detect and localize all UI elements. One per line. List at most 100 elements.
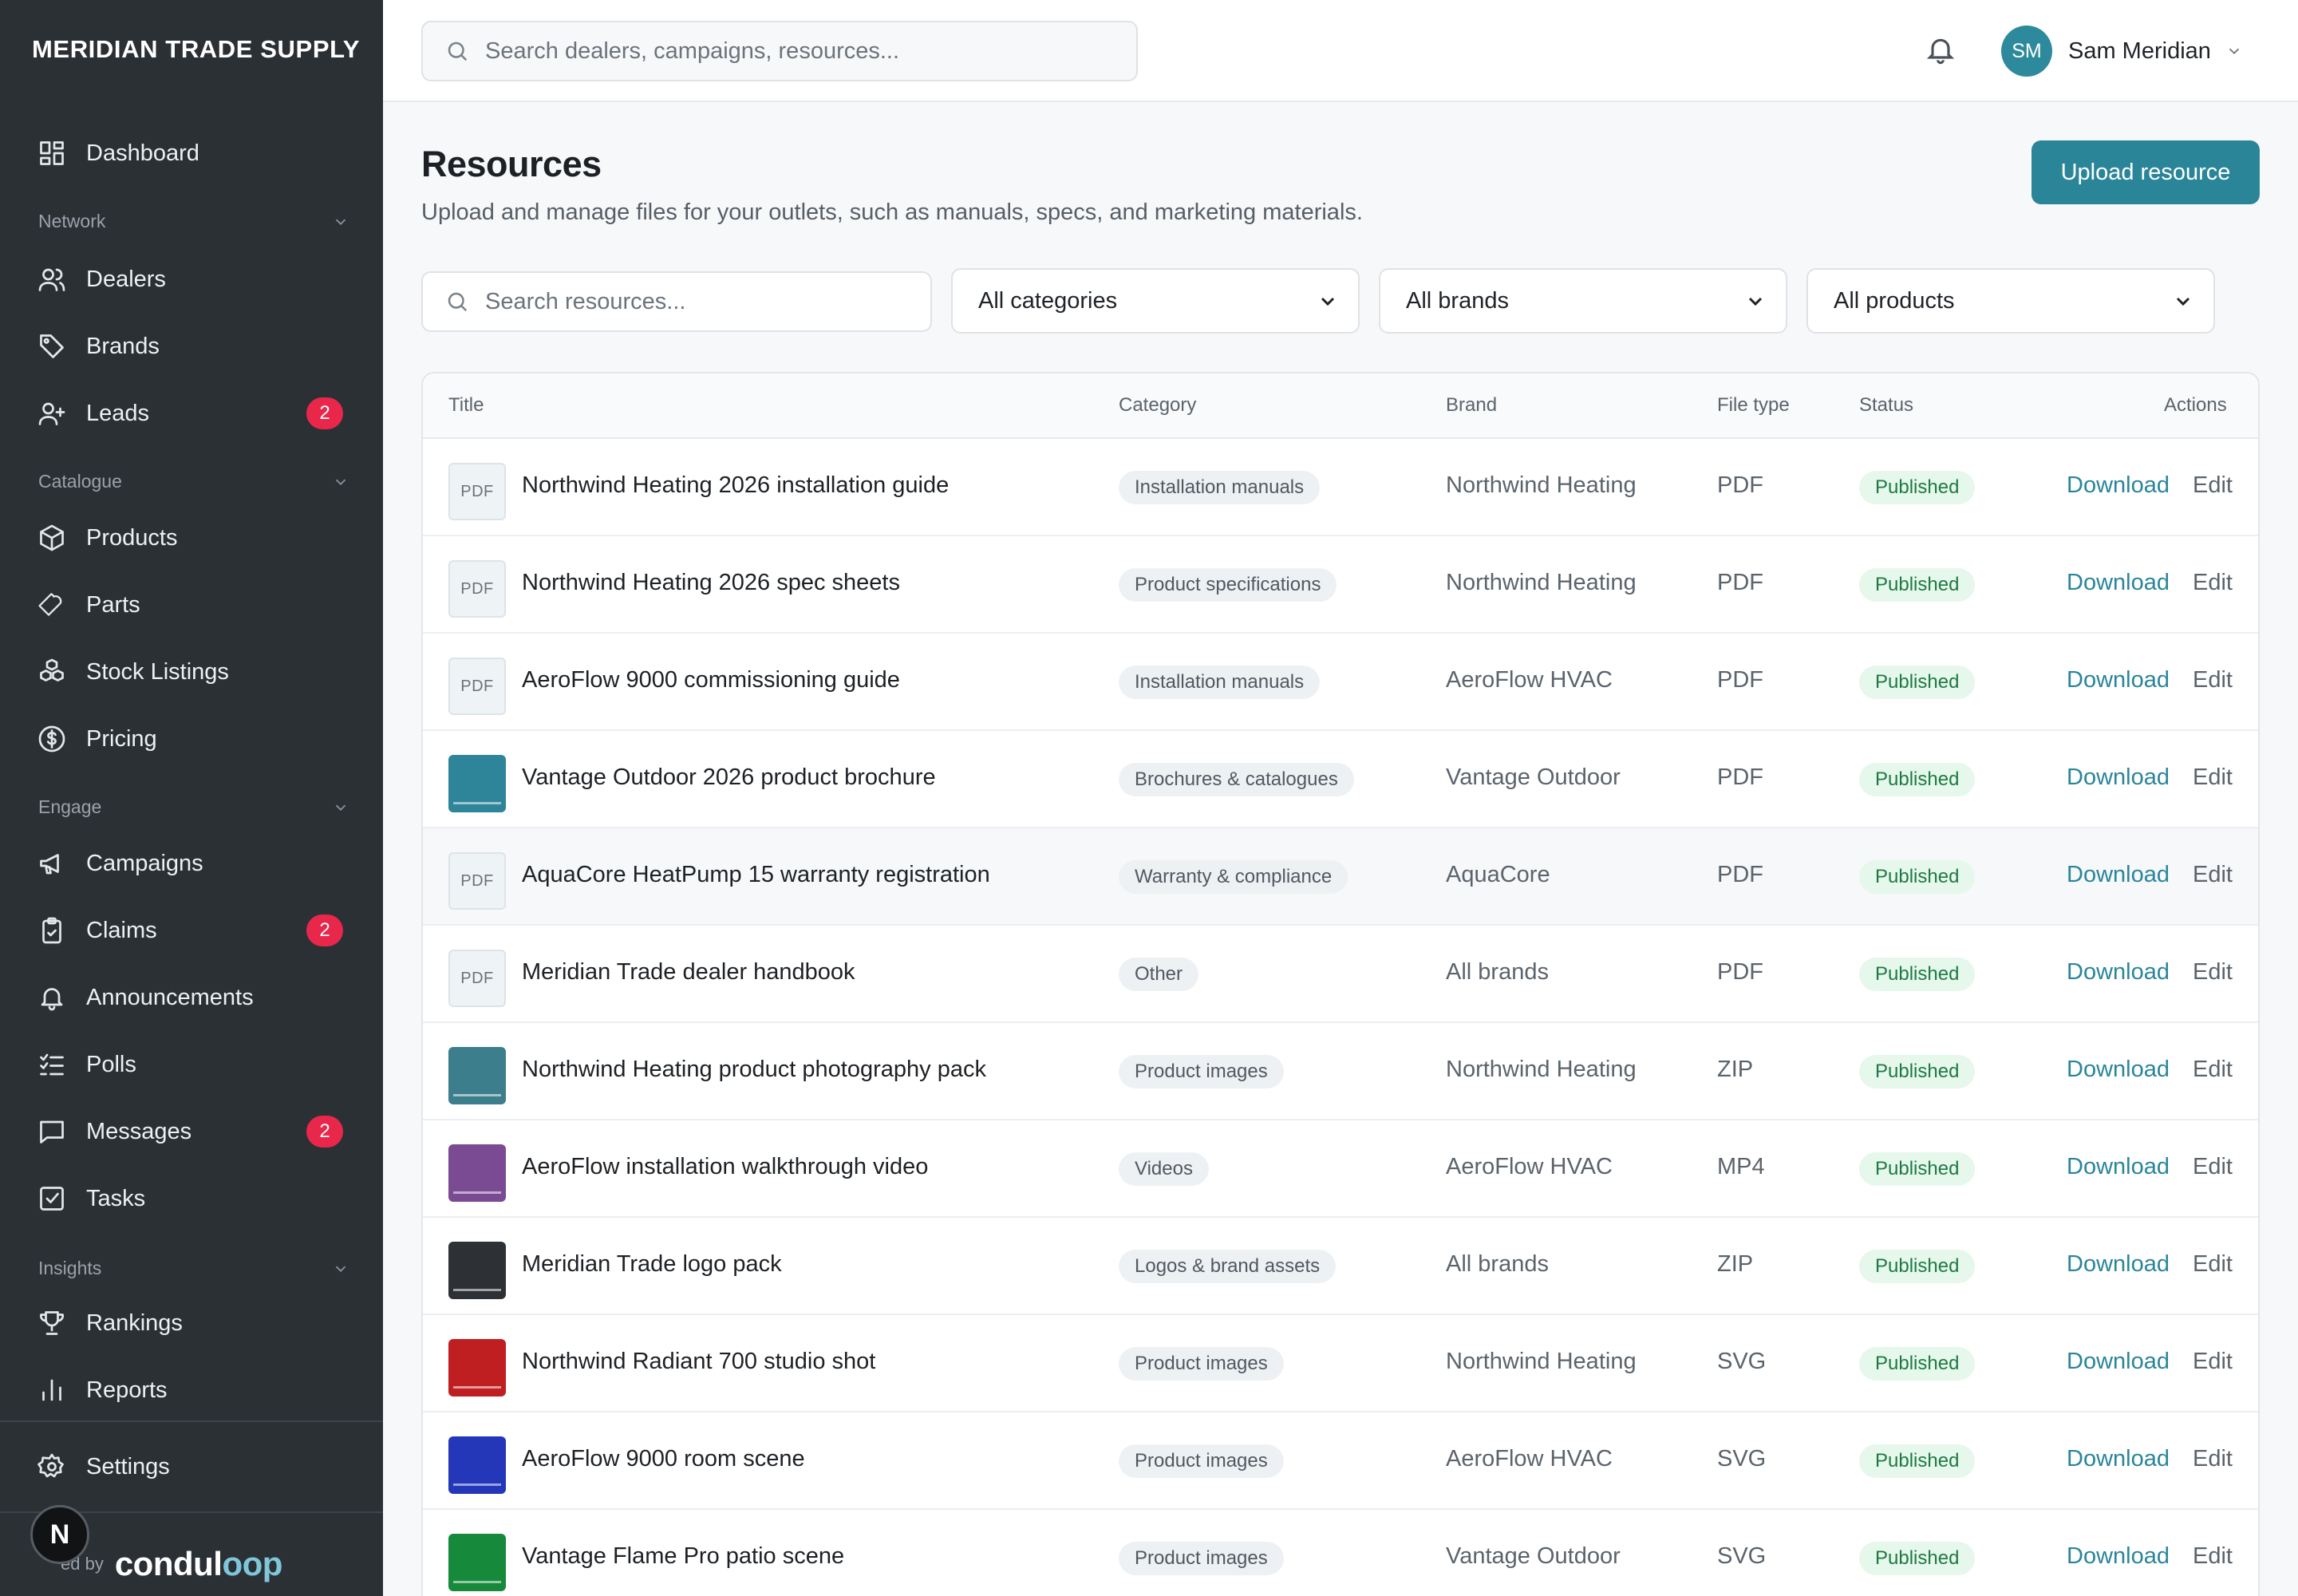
brand-select[interactable]: All brands (1379, 268, 1787, 334)
header-file-type[interactable]: File type (1717, 394, 1790, 416)
status-badge: Published (1859, 568, 1976, 602)
conduloop-logo[interactable]: conduloop (114, 1545, 283, 1582)
table-row[interactable]: Meridian Trade logo pack Logos & brand as… (423, 1218, 2258, 1315)
table-row[interactable]: Vantage Flame Pro patio scene Product ima… (423, 1510, 2258, 1596)
sidebar-item-stock-listings[interactable]: Stock Listings (0, 642, 383, 702)
sidebar-item-announcements[interactable]: Announcements (0, 967, 383, 1028)
table-row[interactable]: PDF AeroFlow 9000 commissioning guide Inst… (423, 634, 2258, 731)
resource-search[interactable] (421, 271, 932, 332)
table-row[interactable]: AeroFlow installation walkthrough video V… (423, 1120, 2258, 1218)
edit-link[interactable]: Edit (2193, 764, 2233, 790)
global-search[interactable] (421, 21, 1138, 81)
global-search-input[interactable] (485, 38, 1108, 65)
download-link[interactable]: Download (2067, 1446, 2170, 1472)
resource-title[interactable]: Northwind Heating 2026 installation guid… (522, 472, 950, 498)
sidebar-item-pricing[interactable]: Pricing (0, 709, 383, 769)
product-select-value: All products (1834, 287, 1955, 314)
sidebar-item-campaigns[interactable]: Campaigns (0, 833, 383, 894)
download-link[interactable]: Download (2067, 959, 2170, 985)
edit-link[interactable]: Edit (2193, 570, 2233, 595)
section-label: Catalogue (38, 471, 122, 492)
sidebar-item-parts[interactable]: Parts (0, 575, 383, 635)
edit-link[interactable]: Edit (2193, 1543, 2233, 1569)
sidebar-item-dashboard[interactable]: Dashboard (0, 123, 383, 184)
header-title[interactable]: Title (448, 394, 484, 416)
resource-title[interactable]: Northwind Radiant 700 studio shot (522, 1349, 876, 1374)
edit-link[interactable]: Edit (2193, 1446, 2233, 1472)
table-row[interactable]: PDF Northwind Heating 2026 spec sheets Pro… (423, 536, 2258, 634)
bar-chart-icon (37, 1375, 67, 1405)
table-row[interactable]: Northwind Radiant 700 studio shot Product… (423, 1315, 2258, 1412)
category-badge: Product images (1119, 1444, 1284, 1478)
sidebar-item-reports[interactable]: Reports (0, 1360, 383, 1420)
sidebar-item-claims[interactable]: Claims 2 (0, 900, 383, 961)
sidebar-item-products[interactable]: Products (0, 508, 383, 568)
table-row[interactable]: Northwind Heating product photography pa… (423, 1023, 2258, 1120)
table-row[interactable]: Vantage Outdoor 2026 product brochure Bro… (423, 731, 2258, 828)
upload-resource-button[interactable]: Upload resource (2031, 140, 2260, 204)
download-link[interactable]: Download (2067, 1251, 2170, 1277)
resource-title[interactable]: Northwind Heating product photography pa… (522, 1057, 986, 1082)
file-type-cell: PDF (1717, 667, 1763, 693)
resource-title[interactable]: AeroFlow 9000 commissioning guide (522, 667, 900, 693)
box-icon (37, 523, 67, 553)
sidebar-item-rankings[interactable]: Rankings (0, 1293, 383, 1353)
chevron-down-icon (335, 1266, 346, 1272)
resource-title[interactable]: Northwind Heating 2026 spec sheets (522, 570, 900, 595)
edit-link[interactable]: Edit (2193, 1349, 2233, 1374)
download-link[interactable]: Download (2067, 764, 2170, 790)
resource-search-input[interactable] (485, 288, 916, 315)
download-link[interactable]: Download (2067, 1154, 2170, 1179)
messages-count-badge: 2 (306, 1116, 343, 1148)
status-badge: Published (1859, 860, 1976, 894)
download-link[interactable]: Download (2067, 667, 2170, 693)
header-status[interactable]: Status (1859, 394, 1914, 416)
table-row[interactable]: PDF Meridian Trade dealer handbook Other Al… (423, 926, 2258, 1023)
resource-title[interactable]: AquaCore HeatPump 15 warranty registrati… (522, 862, 990, 887)
table-row[interactable]: AeroFlow 9000 room scene Product images Ae… (423, 1412, 2258, 1510)
edit-link[interactable]: Edit (2193, 1251, 2233, 1277)
sidebar-item-label: Announcements (86, 984, 254, 1010)
download-link[interactable]: Download (2067, 472, 2170, 498)
resource-title[interactable]: AeroFlow installation walkthrough video (522, 1154, 929, 1179)
edit-link[interactable]: Edit (2193, 862, 2233, 887)
table-row[interactable]: PDF AquaCore HeatPump 15 warranty registr… (423, 828, 2258, 926)
edit-link[interactable]: Edit (2193, 472, 2233, 498)
product-select[interactable]: All products (1806, 268, 2215, 334)
header-category[interactable]: Category (1119, 394, 1197, 416)
download-link[interactable]: Download (2067, 1349, 2170, 1374)
notifications-button[interactable] (1925, 34, 1960, 69)
edit-link[interactable]: Edit (2193, 1057, 2233, 1082)
sidebar-item-leads[interactable]: Leads 2 (0, 383, 383, 444)
file-type-cell: SVG (1717, 1543, 1767, 1569)
category-select[interactable]: All categories (951, 268, 1360, 334)
resource-title[interactable]: Vantage Flame Pro patio scene (522, 1543, 845, 1569)
sidebar-item-settings[interactable]: Settings (0, 1436, 383, 1497)
header-brand[interactable]: Brand (1446, 394, 1498, 416)
sidebar-item-label: Parts (86, 591, 140, 618)
n-avatar-button[interactable]: N (30, 1505, 89, 1564)
edit-link[interactable]: Edit (2193, 667, 2233, 693)
download-link[interactable]: Download (2067, 1057, 2170, 1082)
download-link[interactable]: Download (2067, 1543, 2170, 1569)
sidebar-item-polls[interactable]: Polls (0, 1034, 383, 1095)
section-insights[interactable]: Insights (38, 1258, 349, 1279)
download-link[interactable]: Download (2067, 570, 2170, 595)
download-link[interactable]: Download (2067, 862, 2170, 887)
resource-title[interactable]: AeroFlow 9000 room scene (522, 1446, 805, 1472)
sidebar-item-dealers[interactable]: Dealers (0, 249, 383, 310)
sidebar-item-brands[interactable]: Brands (0, 316, 383, 377)
user-menu[interactable]: SM Sam Meridian (2001, 26, 2243, 77)
table-row[interactable]: PDF Northwind Heating 2026 installation g… (423, 439, 2258, 536)
resource-title[interactable]: Vantage Outdoor 2026 product brochure (522, 764, 936, 790)
sidebar-item-tasks[interactable]: Tasks (0, 1168, 383, 1229)
edit-link[interactable]: Edit (2193, 959, 2233, 985)
section-engage[interactable]: Engage (38, 796, 349, 818)
dollar-circle-icon (37, 724, 67, 754)
resource-title[interactable]: Meridian Trade dealer handbook (522, 959, 855, 985)
edit-link[interactable]: Edit (2193, 1154, 2233, 1179)
resource-title[interactable]: Meridian Trade logo pack (522, 1251, 782, 1277)
sidebar-item-messages[interactable]: Messages 2 (0, 1101, 383, 1162)
section-network[interactable]: Network (38, 211, 349, 232)
section-catalogue[interactable]: Catalogue (38, 471, 349, 492)
